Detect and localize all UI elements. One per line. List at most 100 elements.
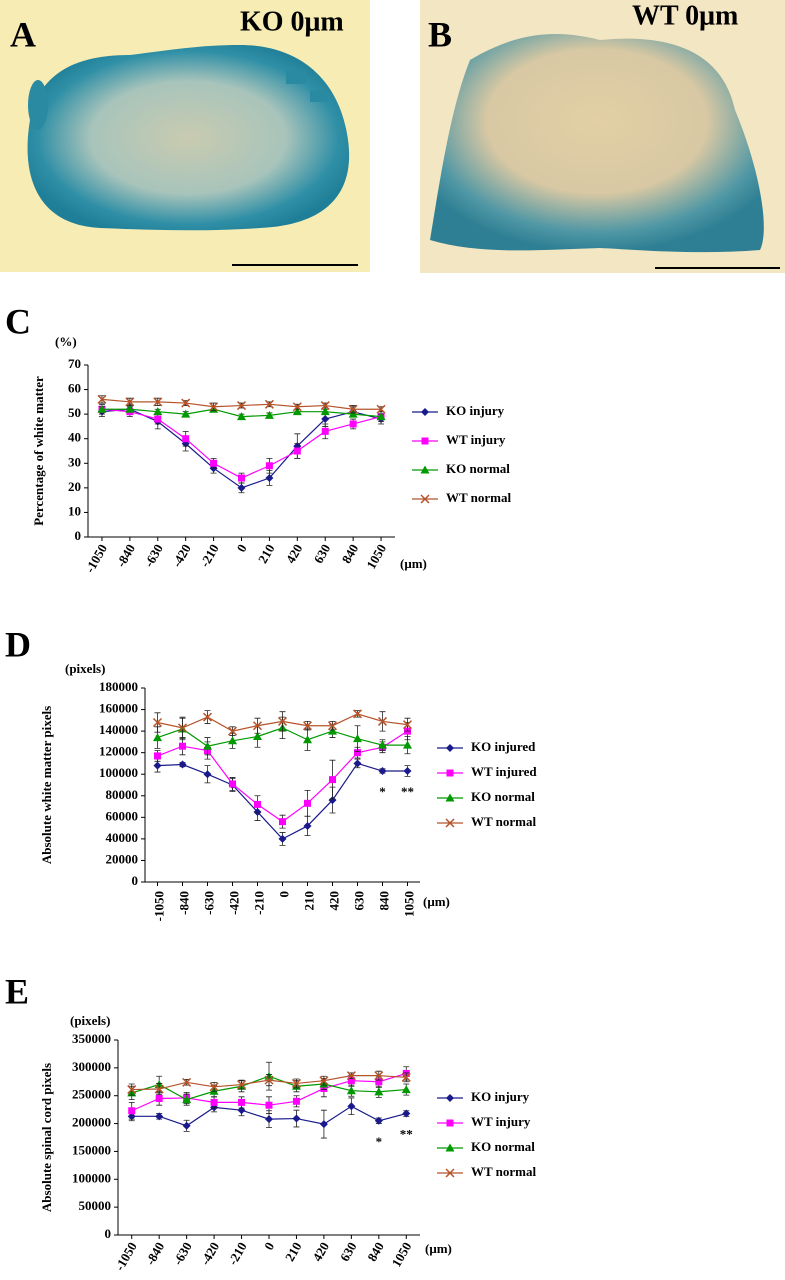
marker xyxy=(421,437,429,445)
marker xyxy=(209,1082,219,1092)
marker xyxy=(237,483,246,492)
marker xyxy=(265,1101,273,1109)
marker xyxy=(327,721,338,731)
marker xyxy=(292,1114,301,1123)
marker xyxy=(377,716,388,726)
image-label: KO 0μm xyxy=(240,6,344,37)
marker xyxy=(376,404,386,414)
marker xyxy=(348,409,358,418)
marker xyxy=(291,1078,301,1088)
y-tick-label: 50000 xyxy=(79,1198,112,1213)
marker xyxy=(375,1078,383,1086)
y-unit: (%) xyxy=(55,334,77,349)
y-tick-label: 120000 xyxy=(99,744,138,759)
marker xyxy=(264,410,274,419)
marker xyxy=(374,1071,384,1081)
marker xyxy=(210,1098,218,1106)
marker xyxy=(203,741,212,750)
marker xyxy=(303,821,312,830)
marker xyxy=(182,435,190,443)
marker xyxy=(178,760,187,769)
marker xyxy=(445,818,455,828)
marker xyxy=(181,398,191,408)
legend-label: KO normal xyxy=(446,461,510,476)
marker xyxy=(403,766,412,775)
marker xyxy=(320,401,330,411)
marker xyxy=(209,402,219,412)
x-unit: (μm) xyxy=(423,894,450,909)
marker xyxy=(182,1121,191,1130)
x-tick-label: 630 xyxy=(337,1239,360,1263)
marker xyxy=(349,420,357,428)
marker xyxy=(203,770,212,779)
x-tick-label: 210 xyxy=(282,1239,305,1263)
y-tick-label: 10 xyxy=(68,503,81,518)
marker xyxy=(374,1116,383,1125)
marker xyxy=(346,1071,356,1081)
marker xyxy=(445,1143,455,1152)
y-tick-label: 180000 xyxy=(99,679,138,694)
y-tick-label: 300000 xyxy=(72,1059,111,1074)
y-tick-label: 100000 xyxy=(99,765,138,780)
y-tick-label: 40000 xyxy=(106,830,139,845)
marker xyxy=(446,1119,454,1127)
marker xyxy=(378,766,387,775)
marker xyxy=(229,780,236,788)
marker xyxy=(302,721,313,731)
panel-letter: A xyxy=(10,14,36,54)
marker xyxy=(128,1107,136,1115)
marker xyxy=(253,732,262,740)
marker xyxy=(125,397,135,407)
legend-label: WT injury xyxy=(446,432,506,447)
y-tick-label: 150000 xyxy=(72,1142,111,1157)
marker xyxy=(346,1086,356,1095)
annotation: * xyxy=(379,784,386,799)
y-tick-label: 60000 xyxy=(106,808,139,823)
legend-label: KO normal xyxy=(471,789,535,804)
x-tick-label: 1050 xyxy=(388,1239,414,1269)
marker xyxy=(238,474,245,482)
annotation: ** xyxy=(401,784,414,799)
marker xyxy=(420,465,430,474)
panel-letter: C xyxy=(5,301,31,341)
marker xyxy=(303,735,312,744)
marker xyxy=(293,447,301,455)
marker xyxy=(278,834,287,843)
marker xyxy=(182,1095,192,1104)
marker xyxy=(127,1085,137,1095)
x-tick-label: 1050 xyxy=(401,891,416,917)
legend-label: KO injury xyxy=(471,1089,530,1104)
marker xyxy=(319,1120,328,1129)
marker xyxy=(97,404,107,413)
marker xyxy=(374,1087,384,1096)
marker xyxy=(154,752,161,760)
panel-letter: D xyxy=(5,624,31,664)
legend-label: WT normal xyxy=(471,1164,537,1179)
x-tick-label: -630 xyxy=(201,891,216,915)
marker xyxy=(179,742,186,750)
marker xyxy=(97,394,107,404)
marker xyxy=(353,734,362,743)
y-tick-label: 80000 xyxy=(106,787,139,802)
marker xyxy=(353,759,362,768)
marker xyxy=(445,1168,455,1178)
marker xyxy=(238,1098,246,1106)
series-line xyxy=(157,730,408,823)
y-axis-title: Absolute white matter pixels xyxy=(39,706,54,864)
x-tick-label: -840 xyxy=(113,541,138,569)
y-tick-label: 30 xyxy=(68,454,81,469)
x-tick-label: 420 xyxy=(283,541,306,565)
marker xyxy=(420,494,430,504)
legend-label: WT injury xyxy=(471,1114,531,1129)
y-tick-label: 0 xyxy=(132,873,139,888)
marker xyxy=(125,404,135,413)
marker xyxy=(181,409,191,418)
marker xyxy=(378,740,387,749)
y-tick-label: 140000 xyxy=(99,722,138,737)
y-unit: (pixels) xyxy=(70,1013,110,1028)
annotation: * xyxy=(376,1134,383,1149)
marker xyxy=(321,427,329,435)
marker xyxy=(227,726,238,736)
marker xyxy=(319,1076,329,1086)
